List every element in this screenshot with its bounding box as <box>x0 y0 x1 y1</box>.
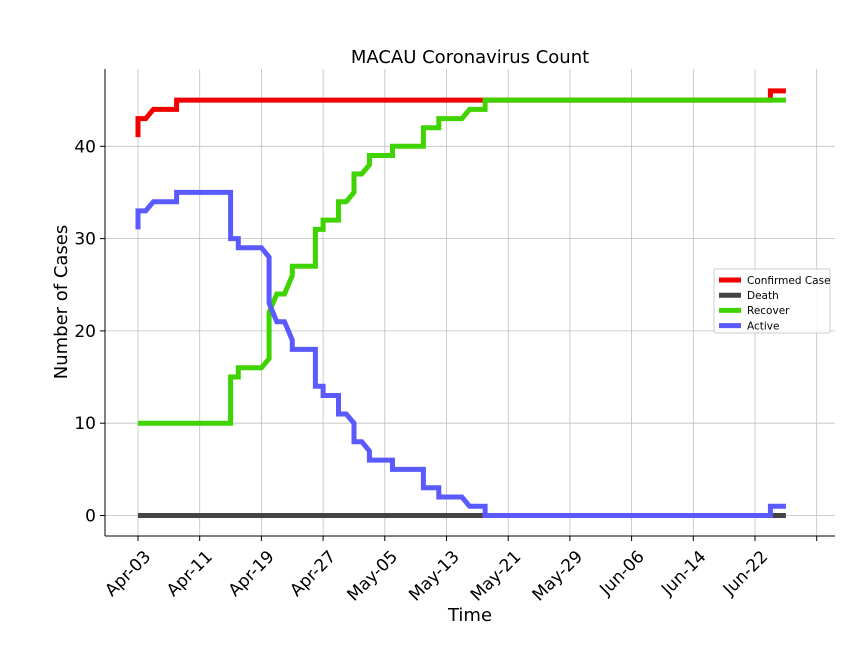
y-tick-label: 20 <box>74 322 96 342</box>
legend-items: Confirmed Case Death Recover Active <box>719 275 831 332</box>
x-tick-label: May-21 <box>467 547 525 605</box>
x-tick-label: May-29 <box>529 547 587 605</box>
series-lines <box>135 88 786 518</box>
x-tick-label: Apr-03 <box>101 547 155 601</box>
x-tick-label: Apr-11 <box>163 547 217 601</box>
x-tick-label: Jun-06 <box>595 547 648 600</box>
legend-label: Active <box>747 320 779 332</box>
legend-frame <box>713 268 831 334</box>
axes <box>104 69 835 537</box>
x-tick-label: Jun-22 <box>719 547 772 600</box>
x-tick-label: Apr-19 <box>225 547 279 601</box>
legend-label: Recover <box>747 305 790 317</box>
series-line-recover <box>138 97 786 426</box>
legend-label: Death <box>747 290 779 302</box>
legend: Confirmed Case Death Recover Active <box>713 268 831 334</box>
x-axis-label: Time <box>447 605 492 626</box>
x-tick-label: Jun-14 <box>657 547 710 600</box>
y-tick-label: 30 <box>74 230 96 250</box>
series-line-confirmed-case <box>135 88 786 138</box>
x-tick-label: May-05 <box>344 547 402 605</box>
x-ticks: Apr-03 Apr-11 Apr-19 Apr-27 May-05 May-13 May-… <box>101 536 818 605</box>
x-tick-label: May-13 <box>405 547 463 605</box>
y-tick-label: 40 <box>74 137 96 157</box>
y-ticks: 0 10 20 30 40 <box>74 137 105 527</box>
y-tick-label: 0 <box>85 507 96 527</box>
y-tick-label: 10 <box>74 414 96 434</box>
y-axis-label: Number of Cases <box>51 225 72 380</box>
x-tick-label: Apr-27 <box>286 547 340 601</box>
series-line-active <box>135 189 786 518</box>
chart-title: MACAU Coronavirus Count <box>351 47 589 68</box>
legend-label: Confirmed Case <box>747 275 831 287</box>
